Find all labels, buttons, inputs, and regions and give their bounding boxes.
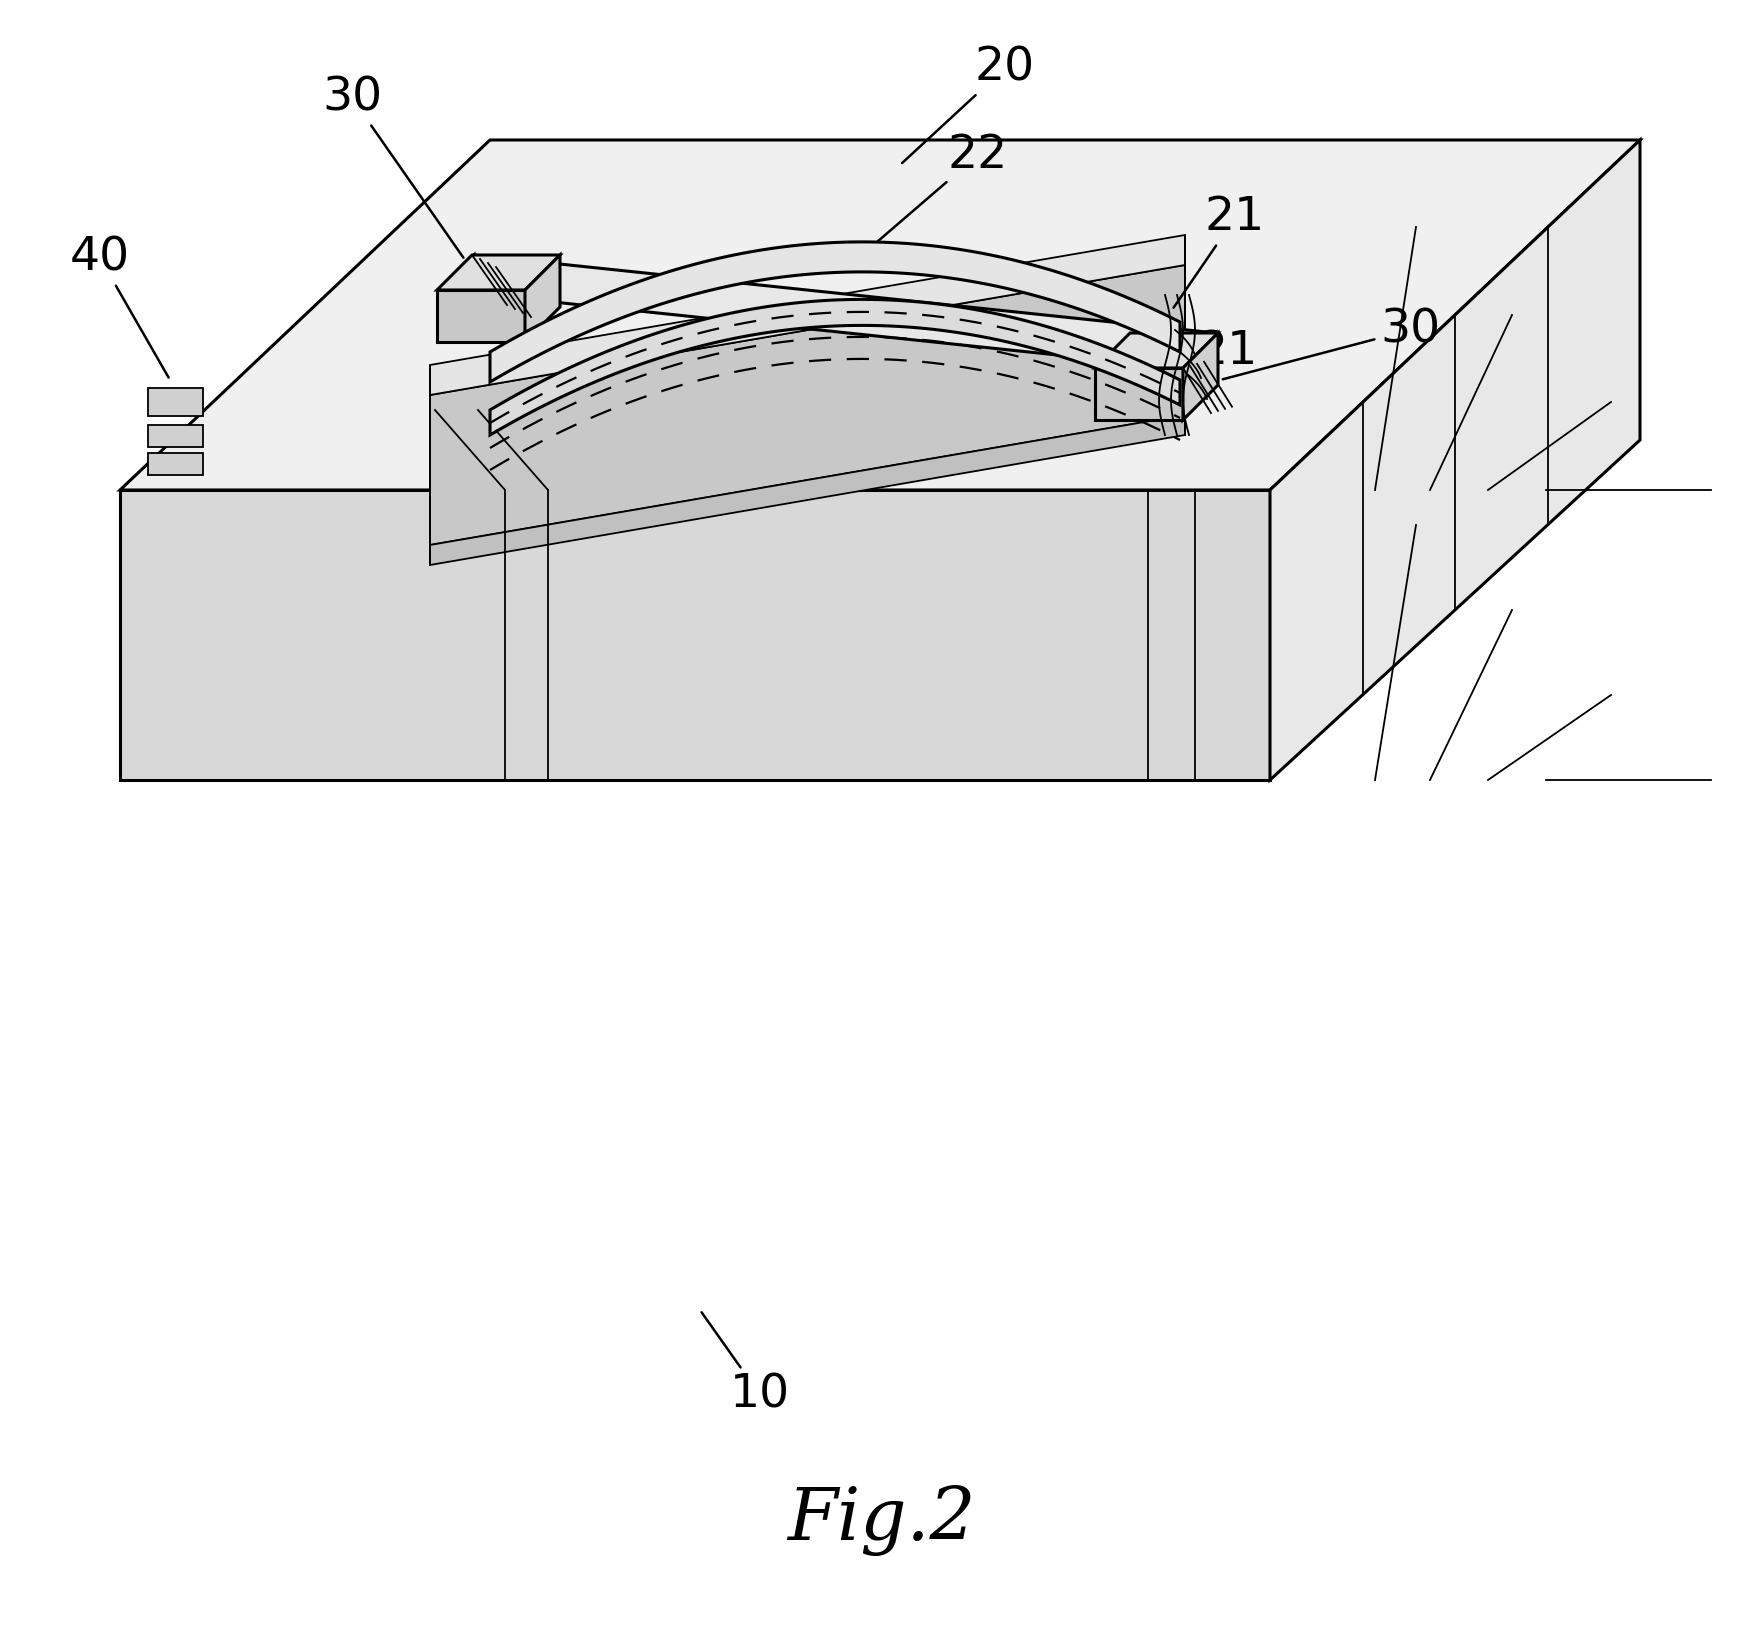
Polygon shape [437, 290, 525, 342]
Text: 40: 40 [70, 236, 169, 378]
Polygon shape [430, 236, 1186, 394]
Text: 21: 21 [1173, 195, 1265, 308]
Text: 30: 30 [322, 75, 463, 258]
Polygon shape [148, 453, 203, 474]
Polygon shape [1094, 334, 1218, 368]
Polygon shape [490, 242, 1181, 381]
Polygon shape [148, 425, 203, 447]
Polygon shape [1181, 334, 1216, 386]
Polygon shape [430, 416, 1186, 564]
Polygon shape [1270, 141, 1640, 780]
Polygon shape [120, 491, 1270, 780]
Polygon shape [148, 388, 203, 416]
Polygon shape [1094, 368, 1182, 420]
Polygon shape [439, 255, 1216, 368]
Polygon shape [525, 255, 560, 342]
Polygon shape [490, 299, 1181, 435]
Polygon shape [437, 255, 560, 290]
Polygon shape [1182, 334, 1218, 420]
Text: 10: 10 [701, 1312, 789, 1417]
Polygon shape [120, 141, 1640, 491]
Text: 30: 30 [1223, 308, 1440, 380]
Text: 22: 22 [872, 133, 1008, 245]
Polygon shape [439, 255, 474, 308]
Text: 20: 20 [902, 46, 1034, 164]
Text: Fig.2: Fig.2 [788, 1484, 974, 1556]
Text: 21: 21 [1173, 329, 1258, 393]
Polygon shape [430, 265, 1186, 545]
